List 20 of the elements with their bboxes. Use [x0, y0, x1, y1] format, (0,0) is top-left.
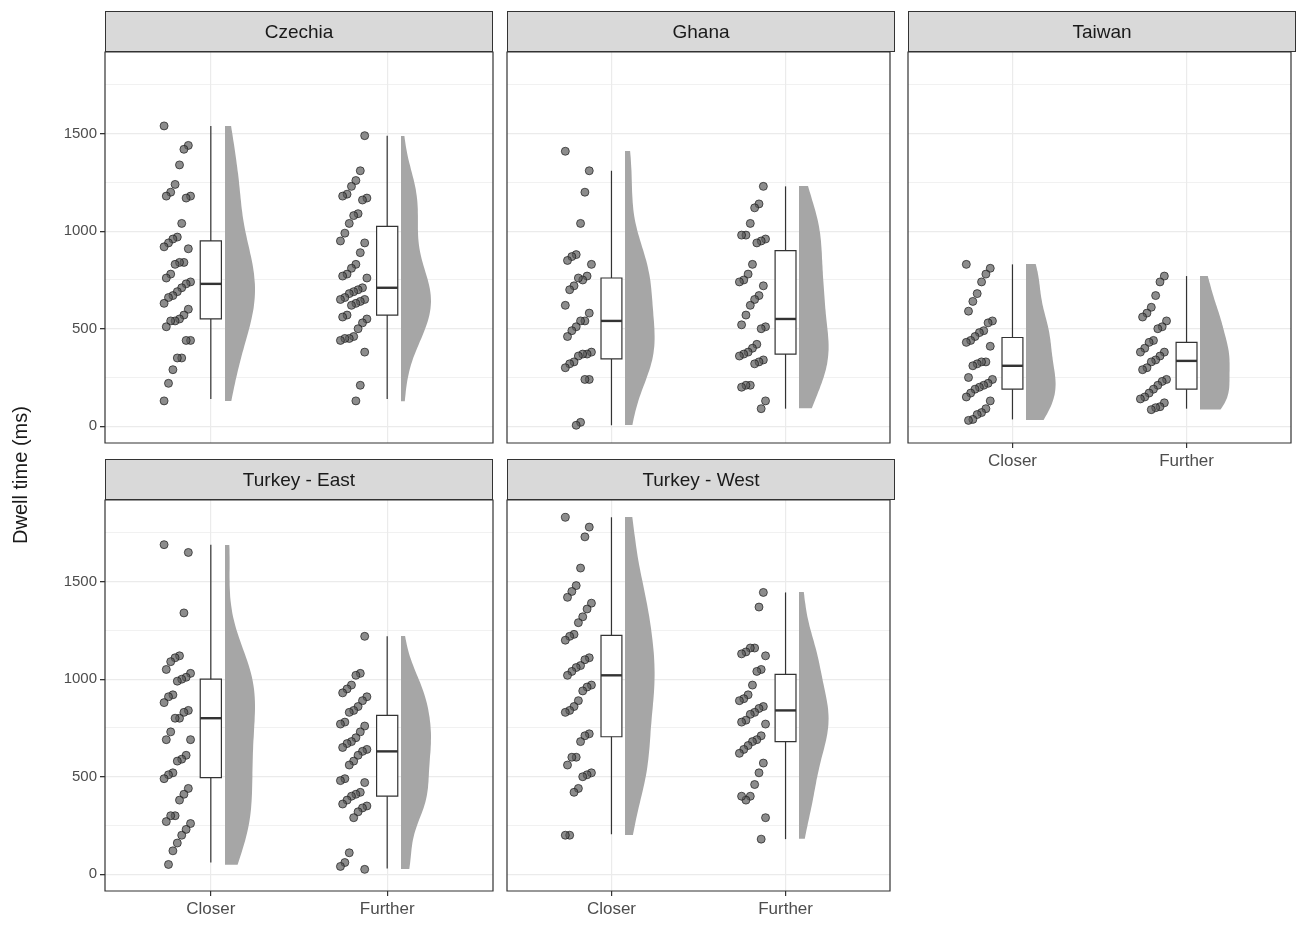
x-tick-label: Closer	[186, 898, 236, 918]
y-tick-label: 0	[88, 416, 97, 434]
chart-title: Turkey - West	[507, 459, 895, 500]
chart-title: Turkey - East	[105, 459, 493, 500]
chart-title: Taiwan	[908, 11, 1296, 52]
x-tick-label: Closer	[586, 898, 637, 918]
y-tick-label: 500	[71, 766, 97, 784]
chart-title: Czechia	[105, 11, 493, 52]
y-axis-title: Dwell time (ms)	[8, 406, 32, 544]
y-tick-label: 1000	[63, 221, 97, 239]
x-tick-label: Further	[1159, 450, 1215, 470]
x-tick-label: Further	[758, 898, 814, 918]
y-tick-label: 1500	[63, 123, 97, 141]
y-tick-label: 0	[88, 864, 97, 882]
y-tick-label: 1000	[63, 669, 97, 687]
chart-title: Ghana	[507, 11, 895, 52]
x-tick-label: Closer	[987, 450, 1038, 470]
x-tick-label: Further	[359, 898, 415, 918]
y-tick-label: 1500	[63, 571, 97, 589]
y-tick-label: 500	[71, 318, 97, 336]
